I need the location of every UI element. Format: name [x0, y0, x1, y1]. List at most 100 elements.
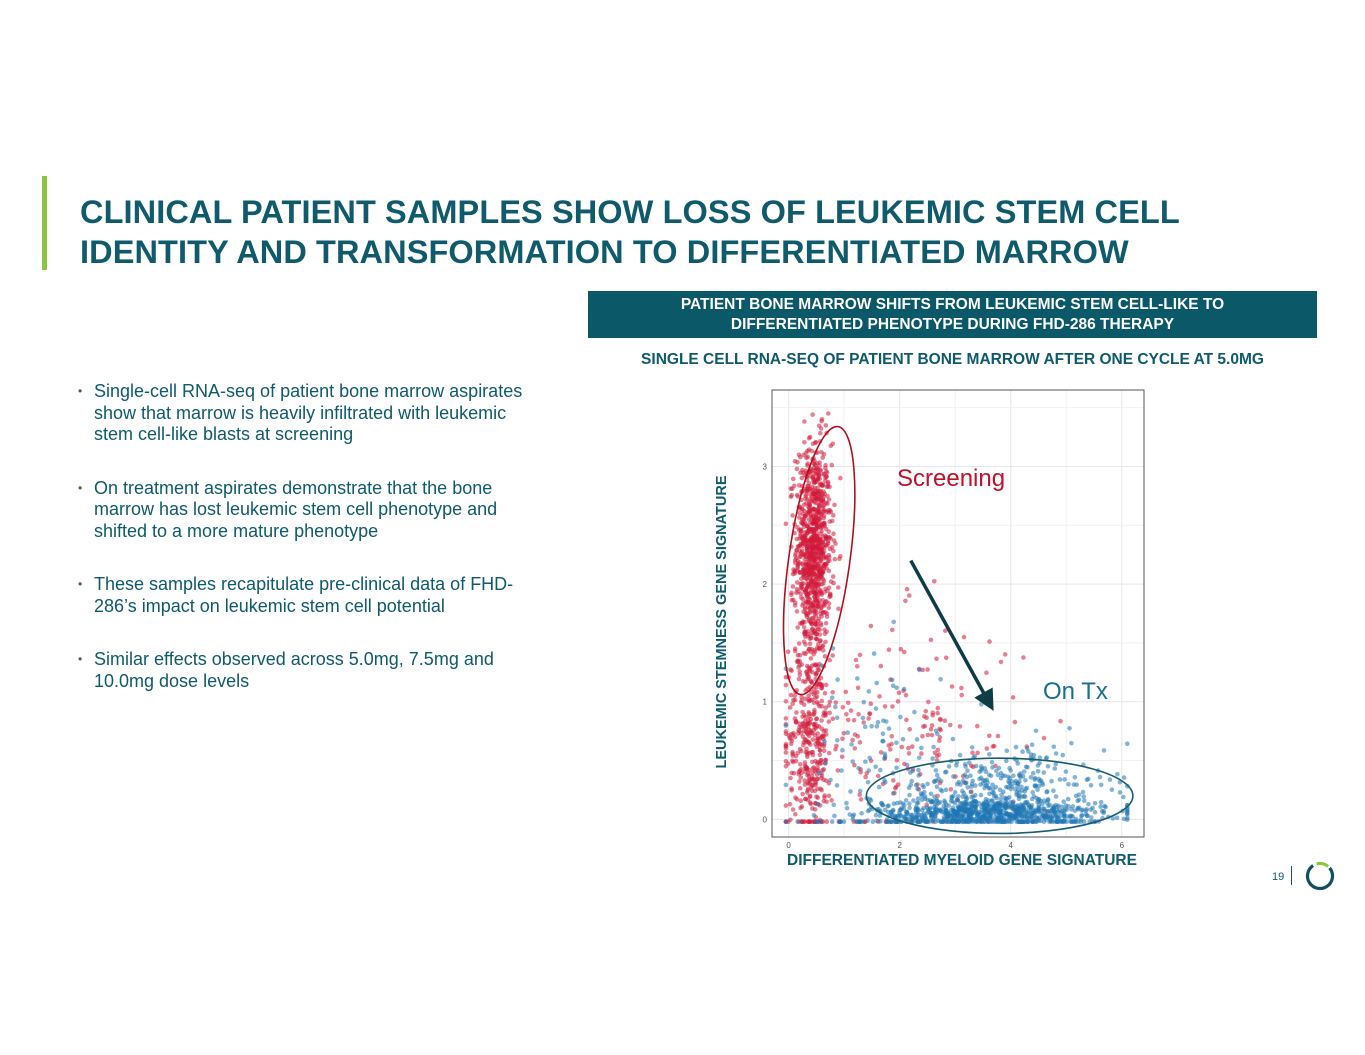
ontx-point — [847, 812, 853, 817]
screening-point — [1010, 695, 1016, 700]
ontx-point — [1004, 748, 1010, 753]
ontx-point — [1059, 804, 1065, 810]
bullet-item: • Single-cell RNA-seq of patient bone mar… — [78, 381, 548, 446]
ontx-point — [1115, 771, 1120, 777]
ontx-point — [931, 744, 936, 750]
ontx-point — [951, 774, 956, 779]
screening-point — [811, 461, 816, 466]
screening-point — [803, 740, 809, 745]
screening-point — [797, 483, 802, 488]
screening-point — [809, 602, 814, 607]
ontx-point — [989, 760, 995, 765]
bullet-glyph: • — [78, 577, 83, 591]
ontx-point — [915, 786, 920, 791]
screening-point — [806, 771, 811, 776]
ontx-point — [1054, 815, 1060, 821]
ontx-point — [865, 818, 870, 823]
x-tick-label: 2 — [897, 841, 902, 850]
ontx-point — [1025, 809, 1030, 815]
ontx-point — [873, 812, 879, 818]
screening-point — [932, 750, 938, 755]
screening-point — [896, 690, 902, 695]
ontx-point — [909, 778, 914, 784]
screening-point — [787, 705, 793, 710]
screening-point — [906, 751, 912, 756]
screening-point — [794, 555, 799, 561]
ontx-point — [1071, 782, 1077, 787]
ontx-point — [922, 789, 927, 795]
ontx-point — [946, 819, 952, 824]
ontx-point — [1011, 812, 1016, 818]
ontx-point — [1036, 776, 1042, 782]
screening-point — [987, 639, 992, 644]
screening-point — [821, 743, 827, 749]
screening-point — [922, 723, 928, 729]
ontx-point — [957, 752, 963, 758]
ontx-point — [1025, 799, 1030, 805]
screening-point — [798, 762, 803, 767]
screening-point — [826, 554, 832, 560]
y-tick-label: 3 — [763, 462, 768, 471]
ontx-point — [1006, 819, 1012, 824]
ontx-point — [1069, 740, 1074, 746]
ontx-point — [889, 812, 894, 818]
screening-point — [814, 794, 819, 799]
screening-point — [815, 476, 820, 481]
ontx-point — [968, 773, 973, 778]
screening-point — [938, 717, 943, 723]
screening-point — [805, 496, 810, 502]
screening-point — [877, 694, 882, 699]
ontx-point — [955, 814, 960, 819]
screening-point — [798, 529, 804, 534]
screening-point — [987, 733, 992, 739]
screening-point — [817, 748, 823, 753]
ontx-point — [932, 810, 938, 816]
screening-point — [828, 593, 833, 599]
screening-point — [814, 662, 819, 667]
ontx-point — [979, 764, 984, 769]
screening-point — [984, 746, 990, 751]
screening-point — [800, 679, 806, 684]
ontx-point — [878, 819, 883, 824]
screening-point — [796, 452, 802, 458]
ontx-point — [1086, 801, 1091, 807]
ontx-point — [924, 805, 930, 810]
screening-point — [824, 732, 829, 737]
ontx-point — [873, 764, 878, 770]
ontx-point — [939, 819, 944, 824]
ontx-point — [911, 798, 916, 803]
screening-point — [818, 623, 824, 628]
ontx-point — [1025, 819, 1030, 824]
screening-point — [891, 778, 896, 783]
screening-point — [816, 504, 822, 509]
screening-point — [800, 470, 806, 475]
screening-point — [820, 482, 825, 488]
screening-point — [803, 607, 808, 612]
ontx-point — [995, 818, 1001, 824]
screening-point — [800, 507, 805, 512]
screening-point — [812, 517, 817, 523]
ontx-point — [1081, 794, 1086, 799]
screening-point — [893, 784, 899, 790]
screening-point — [809, 621, 814, 626]
ontx-point — [1057, 777, 1063, 782]
ontx-point — [928, 798, 933, 803]
ontx-point — [1049, 816, 1054, 821]
screening-ellipse — [782, 425, 856, 696]
screening-point — [834, 743, 839, 749]
screening-point — [802, 576, 808, 581]
screening-point — [810, 564, 816, 570]
screening-point — [814, 496, 820, 501]
screening-point — [818, 467, 823, 473]
screening-point — [795, 625, 800, 630]
ontx-point — [933, 768, 939, 773]
ontx-point — [1030, 819, 1035, 824]
x-tick-label: 4 — [1009, 841, 1014, 850]
ontx-point — [939, 809, 945, 815]
screening-point — [929, 732, 935, 738]
ontx-point — [1035, 763, 1041, 768]
ontx-point — [844, 805, 850, 811]
ontx-point — [967, 760, 972, 765]
ontx-point — [1025, 765, 1030, 770]
ontx-point — [979, 768, 984, 773]
